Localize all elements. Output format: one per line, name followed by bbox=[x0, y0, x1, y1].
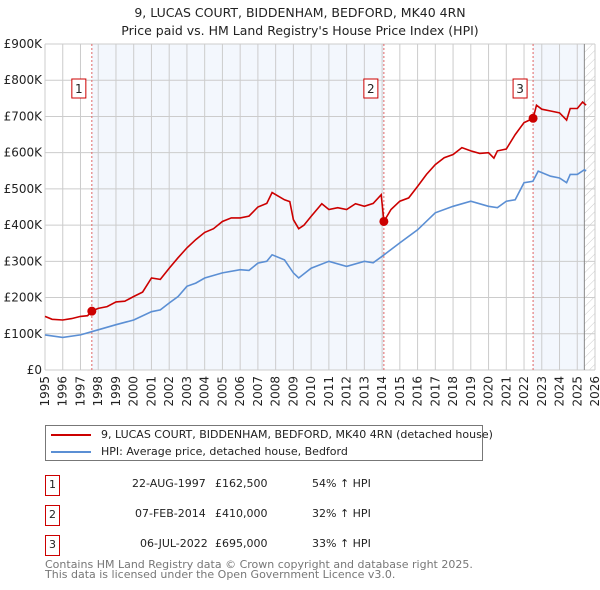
x-tick-label: 2020 bbox=[482, 376, 496, 407]
chart-subtitle: Price paid vs. HM Land Registry's House … bbox=[121, 23, 478, 38]
sale-label: 1 bbox=[75, 82, 83, 96]
y-tick-label: £900K bbox=[4, 37, 44, 51]
y-tick-label: £0 bbox=[27, 363, 42, 377]
x-tick-label: 2021 bbox=[499, 376, 513, 407]
sale-number: 3 bbox=[45, 535, 60, 556]
sale-number: 1 bbox=[45, 475, 60, 496]
footer-line-2: This data is licensed under the Open Gov… bbox=[45, 568, 396, 581]
y-tick-label: £700K bbox=[4, 109, 44, 123]
x-tick-label: 1995 bbox=[38, 376, 52, 407]
x-tick-label: 2016 bbox=[411, 376, 425, 407]
legend-label-property: 9, LUCAS COURT, BIDDENHAM, BEDFORD, MK40… bbox=[101, 428, 493, 441]
sale-label: 2 bbox=[367, 82, 375, 96]
y-tick-label: £400K bbox=[4, 218, 44, 232]
sale-hpi-change: 33% ↑ HPI bbox=[312, 537, 371, 550]
shaded-period-1 bbox=[91, 44, 384, 370]
legend: 9, LUCAS COURT, BIDDENHAM, BEDFORD, MK40… bbox=[45, 425, 493, 461]
y-tick-label: £800K bbox=[4, 73, 44, 87]
x-tick-label: 2013 bbox=[357, 376, 371, 407]
x-tick-label: 2022 bbox=[517, 376, 531, 407]
x-tick-label: 2007 bbox=[251, 376, 265, 407]
property-price-line bbox=[44, 100, 587, 321]
y-tick-label: £100K bbox=[4, 327, 44, 341]
x-tick-label: 2024 bbox=[553, 376, 567, 407]
legend-swatch-property bbox=[51, 434, 91, 436]
sale-price: £410,000 bbox=[215, 507, 268, 520]
x-tick-label: 2009 bbox=[286, 376, 300, 407]
x-tick-label: 2000 bbox=[127, 376, 141, 407]
x-tick-label: 2014 bbox=[375, 376, 389, 407]
sale-date: 22-AUG-1997 bbox=[132, 477, 206, 490]
projection-hatch bbox=[584, 44, 595, 370]
x-tick-label: 2011 bbox=[322, 376, 336, 407]
sale-date: 07-FEB-2014 bbox=[135, 507, 206, 520]
x-tick-label: 1999 bbox=[109, 376, 123, 407]
x-tick-label: 2010 bbox=[304, 376, 318, 407]
sale-label-box bbox=[71, 78, 87, 99]
sale-price: £162,500 bbox=[215, 477, 268, 490]
x-tick-label: 2012 bbox=[340, 376, 354, 407]
x-tick-label: 1997 bbox=[73, 376, 87, 407]
y-tick-label: £500K bbox=[4, 182, 44, 196]
x-tick-label: 2025 bbox=[570, 376, 584, 407]
sale-hpi-change: 32% ↑ HPI bbox=[312, 507, 371, 520]
x-tick-label: 2026 bbox=[588, 376, 600, 407]
x-tick-label: 2015 bbox=[393, 376, 407, 407]
y-tick-label: £600K bbox=[4, 146, 44, 160]
hpi-line bbox=[44, 168, 587, 339]
sale-point bbox=[87, 306, 97, 316]
sale-date: 06-JUL-2022 bbox=[140, 537, 208, 550]
chart-title: 9, LUCAS COURT, BIDDENHAM, BEDFORD, MK40… bbox=[134, 5, 465, 20]
x-tick-label: 2004 bbox=[198, 376, 212, 407]
price-chart: 9, LUCAS COURT, BIDDENHAM, BEDFORD, MK40… bbox=[4, 5, 600, 407]
sale-label-box bbox=[512, 78, 528, 99]
legend-swatch-hpi bbox=[51, 451, 91, 453]
x-tick-label: 2001 bbox=[144, 376, 158, 407]
x-tick-label: 1996 bbox=[56, 376, 70, 407]
y-tick-label: £300K bbox=[4, 254, 44, 268]
sale-label-box bbox=[363, 78, 379, 99]
x-tick-label: 2003 bbox=[180, 376, 194, 407]
footer-line-1: Contains HM Land Registry data © Crown c… bbox=[45, 558, 473, 571]
sale-number: 2 bbox=[45, 505, 60, 526]
x-tick-label: 2002 bbox=[162, 376, 176, 407]
sale-point bbox=[379, 216, 389, 226]
x-tick-label: 2017 bbox=[428, 376, 442, 407]
x-tick-label: 2008 bbox=[269, 376, 283, 407]
sale-point bbox=[528, 113, 538, 123]
sale-hpi-change: 54% ↑ HPI bbox=[312, 477, 371, 490]
x-tick-label: 2006 bbox=[233, 376, 247, 407]
legend-label-hpi: HPI: Average price, detached house, Bedf… bbox=[101, 445, 348, 458]
x-tick-label: 2018 bbox=[446, 376, 460, 407]
x-tick-label: 2019 bbox=[464, 376, 478, 407]
footer: Contains HM Land Registry data © Crown c… bbox=[45, 558, 473, 581]
sale-price: £695,000 bbox=[215, 537, 268, 550]
x-tick-label: 1998 bbox=[91, 376, 105, 407]
shaded-period-3 bbox=[533, 44, 585, 370]
x-tick-label: 2005 bbox=[215, 376, 229, 407]
x-tick-label: 2023 bbox=[535, 376, 549, 407]
sale-label: 3 bbox=[516, 82, 524, 96]
y-tick-label: £200K bbox=[4, 291, 44, 305]
